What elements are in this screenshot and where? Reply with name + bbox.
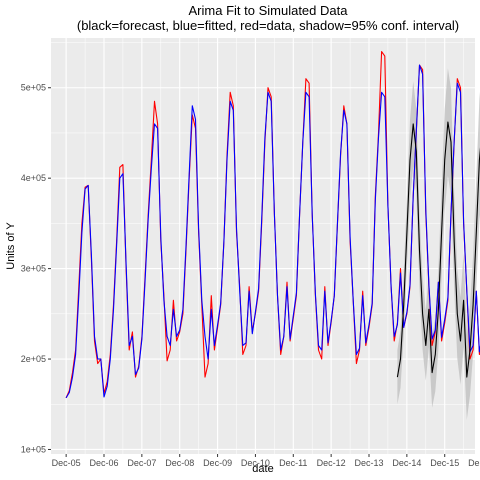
y-tick-label: 4e+05 <box>21 173 46 183</box>
x-tick-label: Dec-05 <box>52 458 81 468</box>
y-tick-label: 1e+05 <box>21 444 46 454</box>
x-tick-label: Dec-14 <box>392 458 421 468</box>
x-tick-label: Dec-06 <box>89 458 118 468</box>
x-tick-label: Dec-15 <box>430 458 459 468</box>
x-tick-label: Dec-11 <box>279 458 307 468</box>
chart-title-line-2: (black=forecast, blue=fitted, red=data, … <box>77 18 459 33</box>
y-tick-label: 2e+05 <box>21 354 46 364</box>
y-axis: 1e+05 2e+05 3e+05 4e+05 5e+05 <box>21 83 51 455</box>
x-tick-label: Dec-12 <box>317 458 346 468</box>
y-axis-title: Units of Y <box>5 222 17 270</box>
x-tick-label: Dec-07 <box>127 458 156 468</box>
y-tick-label: 3e+05 <box>21 264 46 274</box>
x-tick-label: Dec-08 <box>165 458 194 468</box>
x-axis-title: date <box>252 463 273 475</box>
chart-title-line-1: Arima Fit to Simulated Data <box>189 3 349 18</box>
x-tick-label: Dec-13 <box>354 458 383 468</box>
y-tick-label: 5e+05 <box>21 83 46 93</box>
x-tick-label: Dec-16 <box>468 458 480 468</box>
x-tick-label: Dec-09 <box>203 458 232 468</box>
